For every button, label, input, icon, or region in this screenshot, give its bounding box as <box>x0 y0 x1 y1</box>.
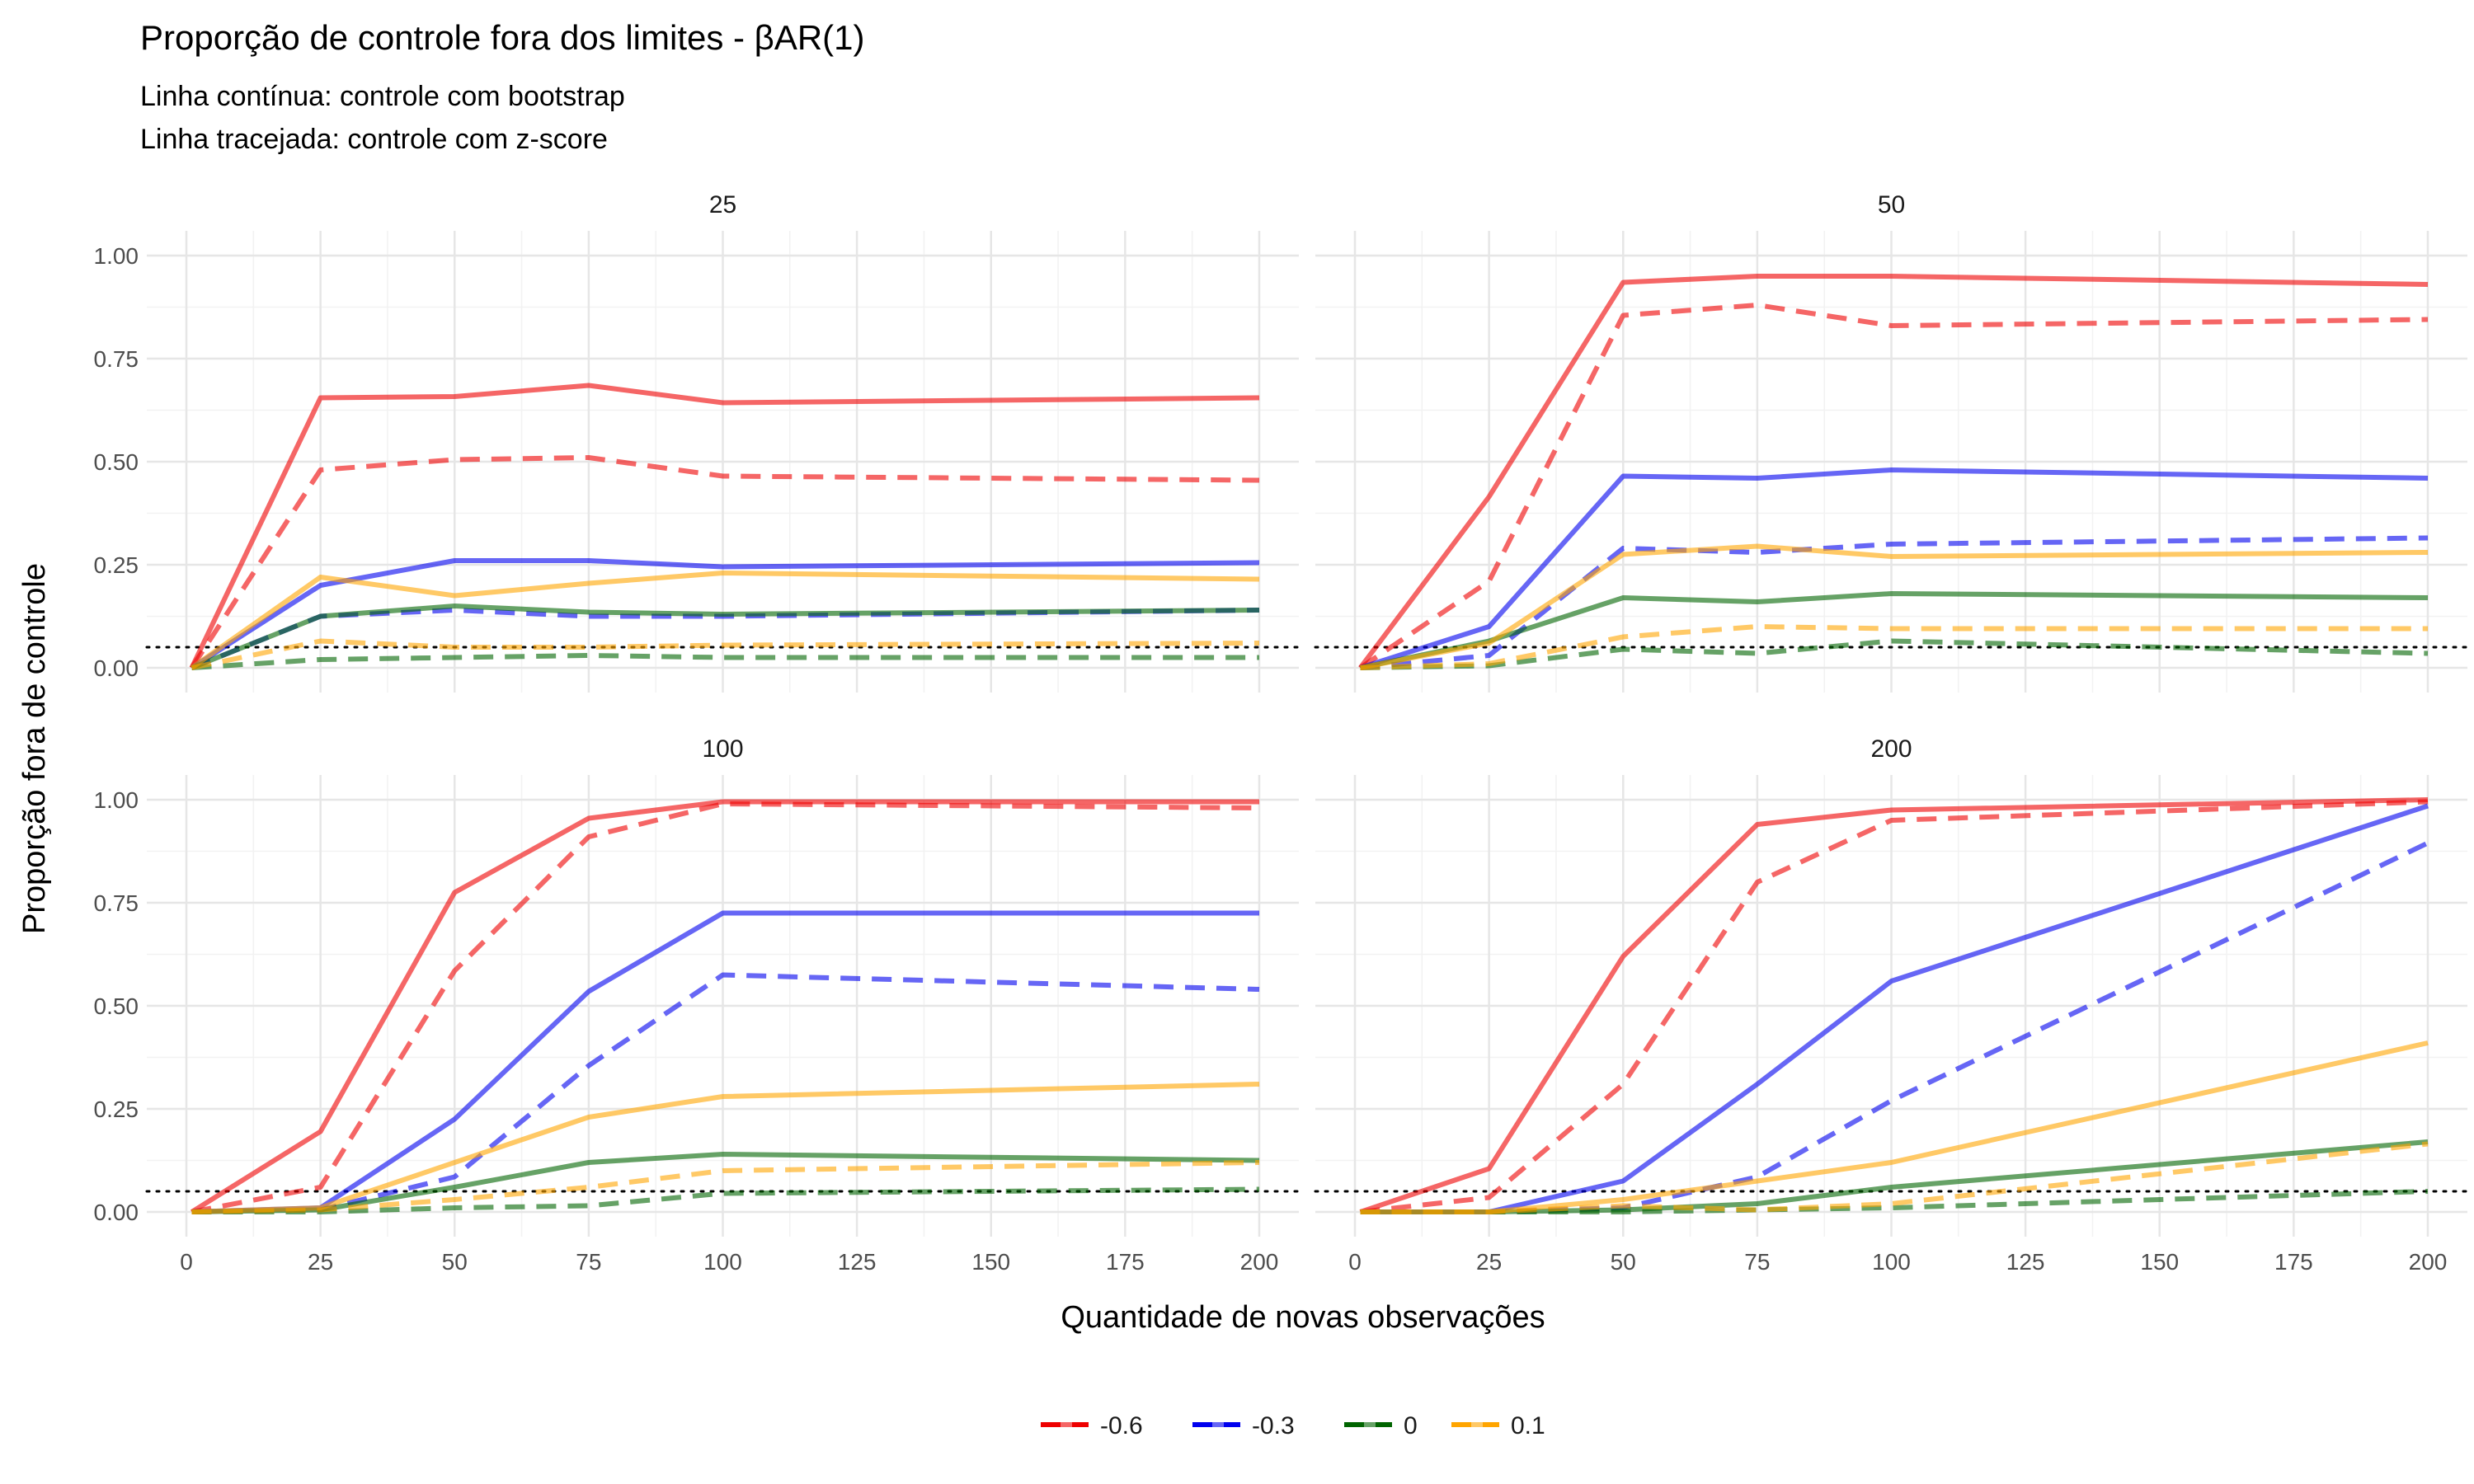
chart-subtitle-dashed: Linha tracejada: controle com z-score <box>140 124 608 155</box>
series-line-0.1-z-score <box>1360 624 2428 670</box>
y-tick-label: 0.50 <box>94 993 139 1019</box>
series-line--0.6-z-score <box>1360 799 2429 1214</box>
series-line-0.1-bootstrap <box>1359 543 2429 670</box>
legend-item--0.6: -0.6 <box>1041 1412 1143 1439</box>
series-line--0.6-bootstrap <box>190 799 1259 1214</box>
facet-panel-100: 100 0.00 0.25 0.50 0.75 1.00 0 25 50 75 100 125 150 1… <box>94 735 1300 1275</box>
series-line--0.6-z-score <box>1358 303 2429 670</box>
series-line--0.3-bootstrap <box>1359 467 2429 670</box>
series-line--0.6-bootstrap <box>1359 797 2429 1214</box>
y-tick-label: 0.25 <box>94 552 139 578</box>
legend-label: -0.6 <box>1100 1412 1143 1439</box>
legend-label: 0 <box>1404 1412 1418 1439</box>
series-line-0.1-z-score <box>190 638 1260 670</box>
y-tick-label: 0.00 <box>94 1200 139 1225</box>
y-tick-label: 0.75 <box>94 346 139 372</box>
series-line--0.3-bootstrap <box>190 558 1260 670</box>
series-line--0.6-bootstrap <box>1358 274 2429 669</box>
series-line--0.3-z-score <box>1360 535 2429 670</box>
x-tick-label: 125 <box>838 1249 877 1275</box>
x-tick-label: 75 <box>1744 1249 1770 1275</box>
legend: -0.6 -0.3 0 0.1 <box>1041 1412 1545 1439</box>
facet-strip-label: 25 <box>709 191 736 218</box>
x-tick-label: 200 <box>2409 1249 2448 1275</box>
facet-panel-50: 50 <box>1314 191 2469 693</box>
facet-panel-200: 200 0 25 50 75 100 125 150 175 200 <box>1314 735 2469 1275</box>
series-line--0.6-z-score <box>189 455 1260 669</box>
x-tick-label: 75 <box>576 1249 601 1275</box>
x-tick-label: 50 <box>442 1249 468 1275</box>
x-tick-label: 150 <box>2140 1249 2179 1275</box>
series-line-0.1-z-score <box>191 1160 1260 1214</box>
series-line-0-z-score <box>191 653 1259 670</box>
x-tick-label: 0 <box>180 1249 193 1275</box>
legend-item-0.1: 0.1 <box>1451 1412 1545 1439</box>
y-tick-label: 0.75 <box>94 890 139 916</box>
x-tick-label: 25 <box>1476 1249 1502 1275</box>
series-line-0.1-z-score <box>1360 1141 2429 1214</box>
panels-container: 25 0.00 0.25 0.50 0.75 1.00 50 100 0.00 0.25 0.50 0… <box>94 191 2469 1275</box>
x-tick-label: 50 <box>1611 1249 1636 1275</box>
x-tick-label: 100 <box>703 1249 742 1275</box>
x-tick-label: 200 <box>1240 1249 1279 1275</box>
legend-label: -0.3 <box>1252 1412 1295 1439</box>
legend-label: 0.1 <box>1511 1412 1545 1439</box>
y-tick-label: 0.50 <box>94 449 139 475</box>
y-tick-label: 1.00 <box>94 243 139 269</box>
y-axis-title: Proporção fora de controle <box>17 563 52 934</box>
facet-panel-25: 25 0.00 0.25 0.50 0.75 1.00 <box>94 191 1300 693</box>
series-line-0-bootstrap <box>190 603 1260 670</box>
x-tick-label: 150 <box>971 1249 1010 1275</box>
x-tick-label: 100 <box>1872 1249 1911 1275</box>
legend-item-0: 0 <box>1344 1412 1418 1439</box>
x-tick-label: 0 <box>1348 1249 1362 1275</box>
chart-subtitle-solid: Linha contínua: controle com bootstrap <box>140 81 625 112</box>
y-tick-label: 1.00 <box>94 787 139 813</box>
series-line--0.3-bootstrap <box>1360 803 2429 1214</box>
series-line--0.3-z-score <box>191 972 1260 1214</box>
x-tick-label: 175 <box>2274 1249 2313 1275</box>
chart-title: Proporção de controle fora dos limites -… <box>140 18 865 57</box>
facet-strip-label: 50 <box>1878 191 1905 218</box>
legend-item--0.3: -0.3 <box>1192 1412 1295 1439</box>
x-tick-label: 25 <box>308 1249 333 1275</box>
series-line-0.1-bootstrap <box>190 571 1260 670</box>
series-line-0-z-score <box>1360 638 2429 670</box>
series-line--0.6-z-score <box>190 801 1260 1214</box>
x-tick-label: 175 <box>1106 1249 1145 1275</box>
series-line--0.6-bootstrap <box>189 383 1260 669</box>
y-tick-label: 0.25 <box>94 1097 139 1122</box>
x-tick-label: 125 <box>2006 1249 2045 1275</box>
y-tick-label: 0.00 <box>94 655 139 681</box>
facet-strip-label: 200 <box>1870 735 1912 763</box>
x-axis-title: Quantidade de novas observações <box>1061 1300 1545 1335</box>
facet-strip-label: 100 <box>702 735 743 763</box>
